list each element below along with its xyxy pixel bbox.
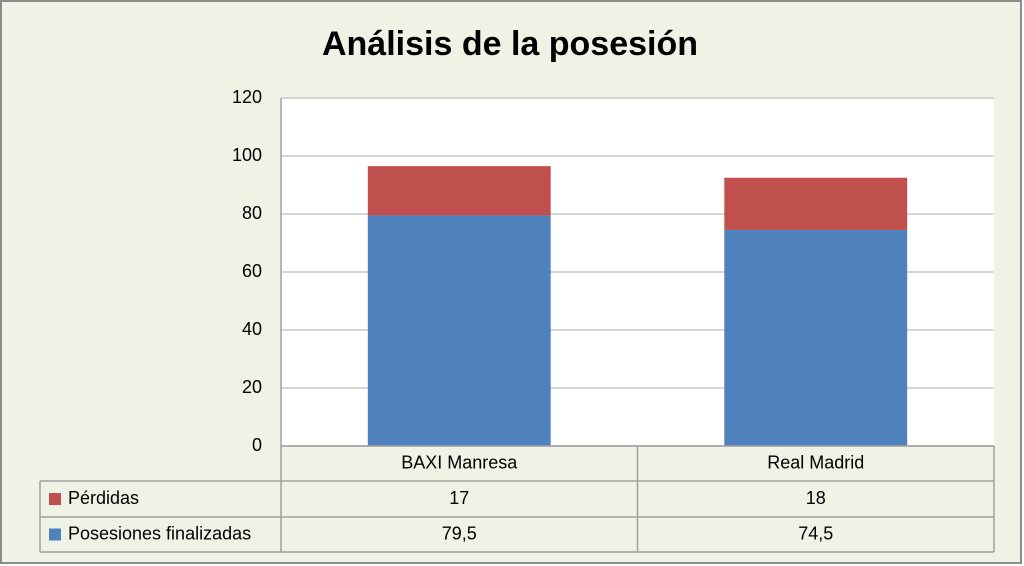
- legend-label: Pérdidas: [68, 488, 139, 508]
- x-tick-label: BAXI Manresa: [401, 452, 518, 472]
- y-tick-label: 20: [242, 377, 262, 397]
- legend-label: Posesiones finalizadas: [68, 523, 251, 543]
- bar-segment: [724, 229, 908, 446]
- table-value: 17: [449, 488, 469, 508]
- bar-segment: [367, 166, 551, 216]
- chart-title: Análisis de la posesión: [322, 25, 698, 63]
- legend-swatch: [49, 493, 61, 505]
- bar-segment: [724, 177, 908, 230]
- bar-segment: [367, 215, 551, 446]
- y-tick-label: 80: [242, 203, 262, 223]
- y-tick-label: 40: [242, 319, 262, 339]
- y-tick-label: 100: [232, 145, 262, 165]
- y-tick-label: 120: [232, 87, 262, 107]
- table-value: 74,5: [798, 523, 833, 543]
- x-tick-label: Real Madrid: [767, 452, 864, 472]
- y-tick-label: 60: [242, 261, 262, 281]
- table-value: 79,5: [442, 523, 477, 543]
- legend-swatch: [49, 528, 61, 541]
- y-tick-label: 0: [252, 435, 262, 455]
- table-value: 18: [806, 488, 826, 508]
